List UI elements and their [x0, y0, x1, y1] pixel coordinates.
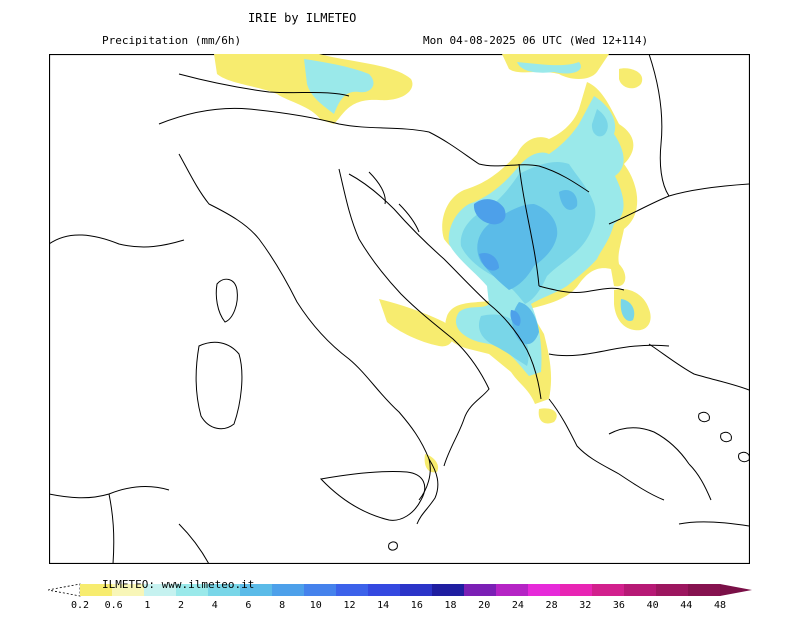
colorbar-tick-label: 32	[579, 600, 592, 611]
colorbar-swatch	[144, 584, 177, 596]
colorbar-tick-label: 1	[144, 600, 151, 611]
colorbar-tick-label: 4	[211, 600, 218, 611]
colorbar-tick-label: 28	[545, 600, 558, 611]
colorbar-tick-label: 6	[245, 600, 252, 611]
colorbar-swatch	[624, 584, 657, 596]
colorbar-swatch	[336, 584, 369, 596]
valid-time-label: Mon 04-08-2025 06 UTC (Wed 12+114)	[423, 34, 649, 47]
colorbar-swatch	[208, 584, 241, 596]
precipitation-map	[49, 54, 750, 564]
colorbar-tick-label: 44	[680, 600, 693, 611]
precipitation-colorbar	[48, 583, 752, 597]
colorbar-swatch	[496, 584, 529, 596]
colorbar-tick-label: 12	[343, 600, 356, 611]
colorbar-tick-label: 20	[478, 600, 491, 611]
colorbar-tick-label: 8	[279, 600, 286, 611]
colorbar-swatch	[432, 584, 465, 596]
colorbar-swatch	[656, 584, 689, 596]
colorbar-swatch	[112, 584, 145, 596]
colorbar-swatch	[688, 584, 721, 596]
colorbar-tick-label: 18	[444, 600, 457, 611]
colorbar-swatch	[368, 584, 401, 596]
colorbar-under-cap	[48, 583, 81, 597]
colorbar-swatch	[528, 584, 561, 596]
colorbar-tick-label: 0.6	[104, 600, 123, 611]
colorbar-tick-label: 16	[410, 600, 423, 611]
colorbar-swatch	[80, 584, 113, 596]
colorbar-swatch	[464, 584, 497, 596]
colorbar-tick-label: 40	[646, 600, 659, 611]
chart-title: IRIE by ILMETEO	[248, 11, 357, 25]
colorbar-swatch	[240, 584, 273, 596]
precip-8mm	[473, 199, 521, 326]
colorbar-tick-label: 2	[178, 600, 185, 611]
colorbar-tick-label: 36	[612, 600, 625, 611]
colorbar-tick-label: 0.2	[70, 600, 90, 611]
colorbar-swatch	[176, 584, 209, 596]
colorbar-swatch	[592, 584, 625, 596]
colorbar-swatch	[272, 584, 305, 596]
colorbar-swatch	[400, 584, 433, 596]
colorbar-tick-label: 24	[511, 600, 524, 611]
variable-label: Precipitation (mm/6h)	[102, 34, 242, 47]
colorbar-tick-label: 14	[377, 600, 390, 611]
colorbar-swatch	[560, 584, 593, 596]
colorbar-over-cap	[720, 584, 752, 596]
coastlines	[49, 54, 750, 564]
credit-label: ILMETEO: www.ilmeteo.it	[102, 578, 255, 591]
colorbar-tick-label: 48	[713, 600, 727, 611]
colorbar-tick-label: 10	[309, 600, 322, 611]
colorbar-swatch	[304, 584, 337, 596]
